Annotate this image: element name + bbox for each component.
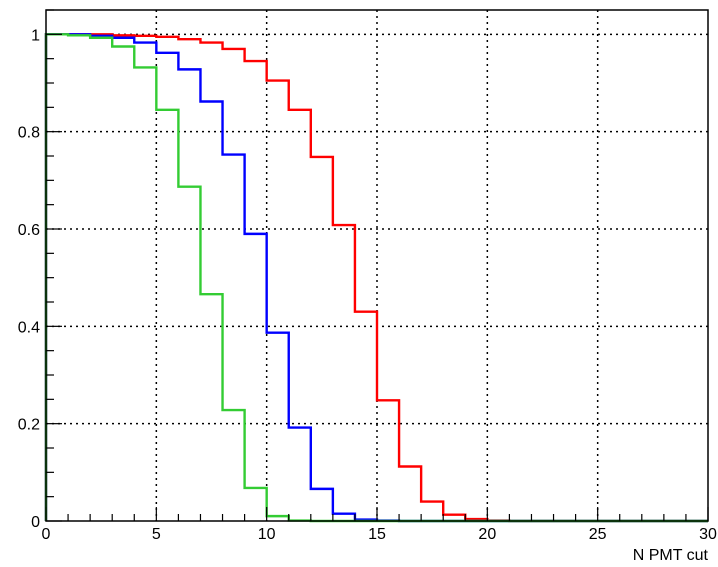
x-tick-label: 5 [152, 526, 161, 543]
y-tick-label: 0.4 [18, 319, 40, 336]
y-tick-label: 0.8 [18, 125, 40, 142]
y-tick-label: 0.2 [18, 417, 40, 434]
y-tick-labels: 0 0.2 0.4 0.6 0.8 1 [18, 27, 40, 531]
x-tick-label: 20 [478, 526, 496, 543]
y-tick-label: 0.6 [18, 222, 40, 239]
plot-frame [45, 9, 709, 522]
axis-ticks [45, 9, 709, 522]
x-tick-label: 10 [258, 526, 276, 543]
x-tick-label: 0 [42, 526, 51, 543]
x-tick-labels: 0 5 10 15 20 25 30 [42, 526, 717, 543]
x-tick-label: 25 [589, 526, 607, 543]
y-tick-label: 0 [31, 514, 40, 531]
grid-lines [46, 10, 708, 521]
x-tick-label: 30 [699, 526, 717, 543]
x-axis-title: N PMT cut [633, 547, 709, 564]
y-tick-label: 1 [31, 27, 40, 44]
x-tick-label: 15 [368, 526, 386, 543]
